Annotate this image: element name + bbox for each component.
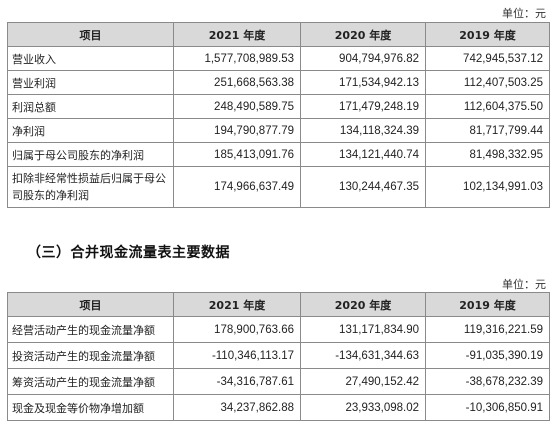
income-statement-table: 项目 2021 年度 2020 年度 2019 年度 营业收入 1,577,70… xyxy=(7,22,550,208)
row-label: 净利润 xyxy=(7,118,174,143)
table-header-row: 项目 2021 年度 2020 年度 2019 年度 xyxy=(7,292,550,317)
header-2020: 2020 年度 xyxy=(300,292,426,317)
cell-2021: 1,577,708,989.53 xyxy=(173,46,301,71)
cell-2020: 130,244,467.35 xyxy=(300,166,426,208)
cell-2019: 112,407,503.25 xyxy=(425,70,550,95)
cell-2020: 171,479,248.19 xyxy=(300,94,426,119)
cell-2020: 171,534,942.13 xyxy=(300,70,426,95)
cell-2020: 134,121,440.74 xyxy=(300,142,426,167)
cell-2021: -110,346,113.17 xyxy=(173,342,301,369)
row-label: 利润总额 xyxy=(7,94,174,119)
cell-2019: 81,498,332.95 xyxy=(425,142,550,167)
cell-2019: 81,717,799.44 xyxy=(425,118,550,143)
cell-2021: 185,413,091.76 xyxy=(173,142,301,167)
table-row: 投资活动产生的现金流量净额 -110,346,113.17 -134,631,3… xyxy=(7,342,550,369)
table-row: 营业利润 251,668,563.38 171,534,942.13 112,4… xyxy=(7,70,550,95)
header-2019: 2019 年度 xyxy=(425,292,550,317)
cell-2021: 194,790,877.79 xyxy=(173,118,301,143)
row-label: 现金及现金等价物净增加额 xyxy=(7,394,174,421)
unit-label: 单位：元 xyxy=(502,7,546,20)
table-row: 归属于母公司股东的净利润 185,413,091.76 134,121,440.… xyxy=(7,142,550,167)
cell-2020: 904,794,976.82 xyxy=(300,46,426,71)
row-label: 经营活动产生的现金流量净额 xyxy=(7,316,174,343)
cell-2019: 119,316,221.59 xyxy=(425,316,550,343)
cell-2021: 174,966,637.49 xyxy=(173,166,301,208)
unit-label: 单位：元 xyxy=(502,278,546,291)
table-row: 利润总额 248,490,589.75 171,479,248.19 112,6… xyxy=(7,94,550,119)
cell-2020: 27,490,152.42 xyxy=(300,368,426,395)
row-label: 营业利润 xyxy=(7,70,174,95)
row-label: 扣除非经常性损益后归属于母公司股东的净利润 xyxy=(7,166,174,208)
row-label: 营业收入 xyxy=(7,46,174,71)
cell-2021: -34,316,787.61 xyxy=(173,368,301,395)
header-item: 项目 xyxy=(7,22,174,47)
table-header-row: 项目 2021 年度 2020 年度 2019 年度 xyxy=(7,22,550,47)
header-2020: 2020 年度 xyxy=(300,22,426,47)
table-row: 净利润 194,790,877.79 134,118,324.39 81,717… xyxy=(7,118,550,143)
header-2019: 2019 年度 xyxy=(425,22,550,47)
cell-2020: -134,631,344.63 xyxy=(300,342,426,369)
section-title: （三）合并现金流量表主要数据 xyxy=(27,245,230,261)
table-row: 现金及现金等价物净增加额 34,237,862.88 23,933,098.02… xyxy=(7,394,550,421)
row-label: 归属于母公司股东的净利润 xyxy=(7,142,174,167)
row-label: 投资活动产生的现金流量净额 xyxy=(7,342,174,369)
header-2021: 2021 年度 xyxy=(173,292,301,317)
row-label: 筹资活动产生的现金流量净额 xyxy=(7,368,174,395)
header-item: 项目 xyxy=(7,292,174,317)
cell-2019: 112,604,375.50 xyxy=(425,94,550,119)
table-row: 扣除非经常性损益后归属于母公司股东的净利润 174,966,637.49 130… xyxy=(7,166,550,208)
cell-2020: 131,171,834.90 xyxy=(300,316,426,343)
cell-2019: 742,945,537.12 xyxy=(425,46,550,71)
cell-2019: -91,035,390.19 xyxy=(425,342,550,369)
cell-2019: -10,306,850.91 xyxy=(425,394,550,421)
cash-flow-table: 项目 2021 年度 2020 年度 2019 年度 经营活动产生的现金流量净额… xyxy=(7,292,550,421)
cell-2021: 248,490,589.75 xyxy=(173,94,301,119)
cell-2020: 23,933,098.02 xyxy=(300,394,426,421)
cell-2021: 34,237,862.88 xyxy=(173,394,301,421)
table-row: 营业收入 1,577,708,989.53 904,794,976.82 742… xyxy=(7,46,550,71)
cell-2020: 134,118,324.39 xyxy=(300,118,426,143)
cell-2019: -38,678,232.39 xyxy=(425,368,550,395)
cell-2021: 251,668,563.38 xyxy=(173,70,301,95)
cell-2019: 102,134,991.03 xyxy=(425,166,550,208)
table-row: 筹资活动产生的现金流量净额 -34,316,787.61 27,490,152.… xyxy=(7,368,550,395)
header-2021: 2021 年度 xyxy=(173,22,301,47)
cell-2021: 178,900,763.66 xyxy=(173,316,301,343)
table-row: 经营活动产生的现金流量净额 178,900,763.66 131,171,834… xyxy=(7,316,550,343)
